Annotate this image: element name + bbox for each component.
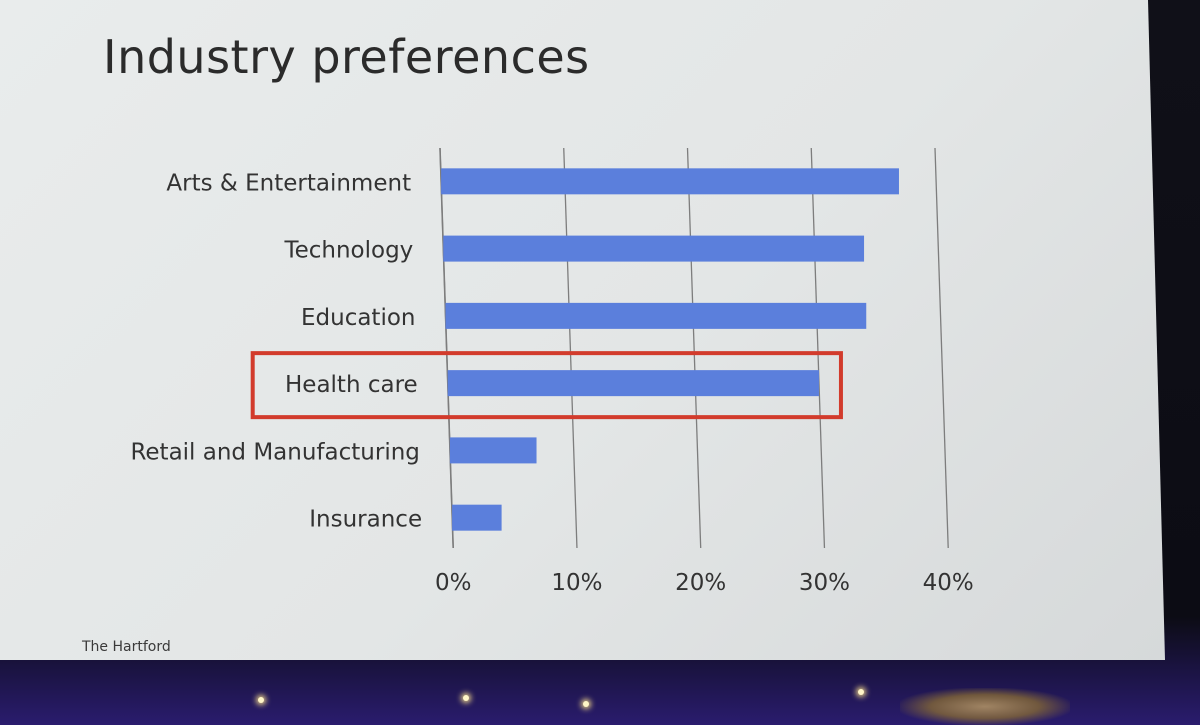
- chandelier: [900, 688, 1070, 725]
- highlight-box: [250, 351, 843, 420]
- category-label: Technology: [283, 238, 413, 264]
- x-tick-label: 40%: [923, 570, 974, 596]
- gridline: [934, 147, 949, 549]
- gridline: [563, 147, 578, 549]
- category-label: Education: [301, 305, 416, 331]
- bar: [452, 504, 502, 531]
- bar: [447, 370, 819, 397]
- category-label: Insurance: [309, 507, 422, 533]
- category-label: Arts & Entertainment: [166, 170, 411, 196]
- x-tick-label: 10%: [551, 570, 602, 596]
- x-tick-label: 30%: [799, 570, 850, 596]
- category-label: Retail and Manufacturing: [130, 439, 419, 465]
- bar: [449, 437, 537, 464]
- slide-title: Industry preferences: [103, 30, 590, 84]
- bar: [441, 168, 899, 195]
- gridline: [686, 147, 702, 549]
- bar: [443, 235, 865, 262]
- bar: [445, 302, 867, 329]
- stage-lights: [0, 685, 1200, 725]
- source-footer: The Hartford: [82, 639, 171, 655]
- x-tick-label: 0%: [435, 570, 472, 596]
- y-axis-line: [439, 147, 454, 549]
- x-tick-label: 20%: [675, 570, 726, 596]
- presentation-slide: Industry preferences The Hartford: [0, 0, 1165, 660]
- category-label: Health care: [285, 372, 418, 398]
- gridline: [810, 147, 826, 549]
